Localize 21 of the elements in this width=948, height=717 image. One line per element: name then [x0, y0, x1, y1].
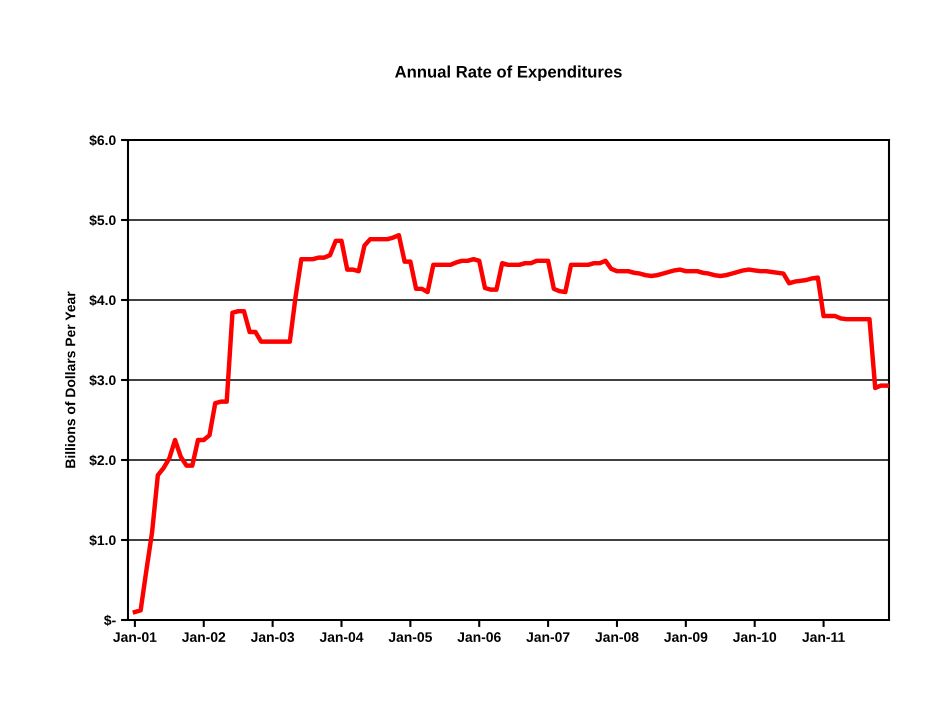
x-tick-label: Jan-02: [182, 632, 226, 642]
x-tick-label: Jan-07: [526, 632, 570, 642]
x-tick-label: Jan-08: [595, 632, 639, 642]
y-tick-label: $-: [104, 614, 116, 626]
x-tick-label: Jan-04: [320, 632, 364, 642]
y-tick-label: $5.0: [89, 214, 116, 226]
y-axis-title: Billions of Dollars Per Year: [65, 292, 76, 468]
x-tick-label: Jan-10: [732, 632, 776, 642]
y-tick-label: $3.0: [89, 374, 116, 386]
line-series: [132, 232, 889, 614]
y-tick-label: $6.0: [89, 134, 116, 146]
x-tick-label: Jan-09: [664, 632, 708, 642]
x-tick-label: Jan-01: [113, 632, 157, 642]
x-tick-label: Jan-06: [457, 632, 501, 642]
chart-title: Annual Rate of Expenditures: [395, 65, 622, 81]
x-tick-label: Jan-11: [802, 632, 845, 642]
y-tick-label: $4.0: [89, 294, 116, 306]
x-tick-label: Jan-05: [388, 632, 432, 642]
y-tick-label: $1.0: [89, 534, 116, 546]
x-tick-label: Jan-03: [250, 632, 294, 642]
y-tick-label: $2.0: [89, 454, 116, 466]
